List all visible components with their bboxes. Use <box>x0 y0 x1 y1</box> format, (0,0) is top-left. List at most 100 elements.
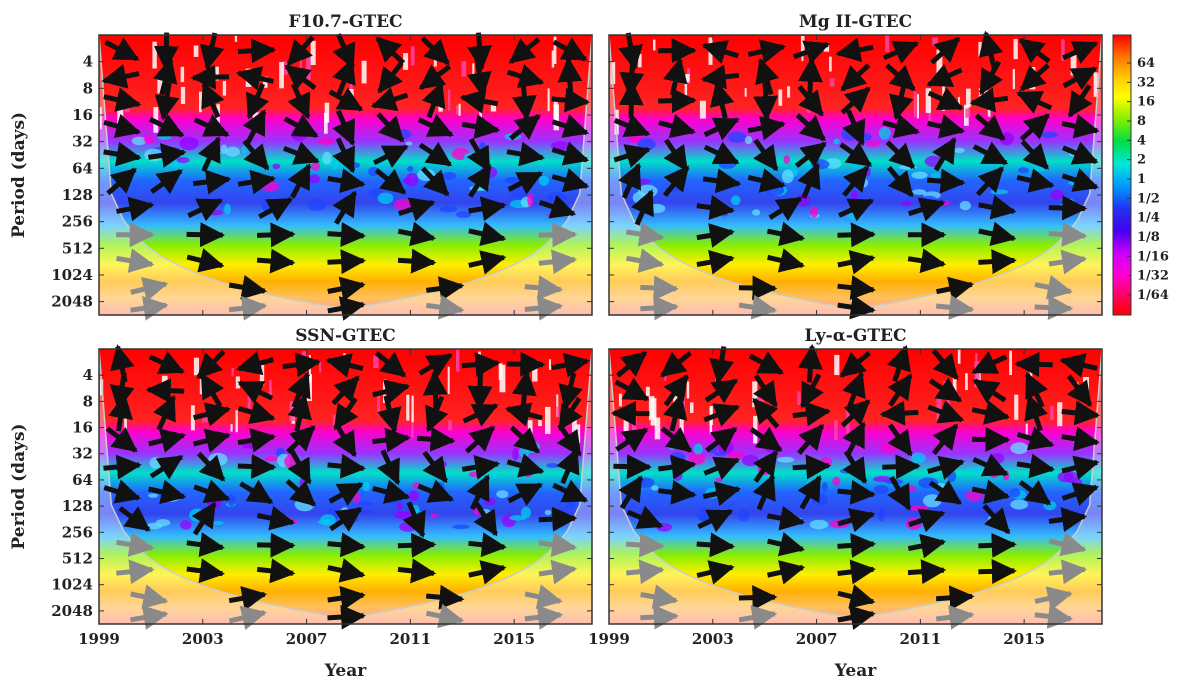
speckle <box>317 138 335 145</box>
phase-arrow <box>257 545 293 546</box>
noise-streak <box>700 101 706 119</box>
phase-arrow <box>838 544 874 547</box>
y-tick-label: 32 <box>72 133 93 151</box>
noise-streak <box>528 420 533 439</box>
speckle <box>968 467 988 473</box>
speckle <box>731 195 741 205</box>
phase-arrow <box>793 466 829 468</box>
phase-arrow <box>328 234 364 236</box>
speckle <box>990 453 1004 464</box>
y-tick-label: 128 <box>62 186 93 204</box>
x-tick-label: 2011 <box>389 630 431 648</box>
phase-arrow <box>640 287 676 288</box>
speckle <box>923 494 941 507</box>
colorbar-tick-label: 8 <box>1137 114 1146 129</box>
speckle <box>833 139 840 145</box>
colorbar-tick-label: 64 <box>1137 56 1155 71</box>
speckle <box>464 153 474 163</box>
speckle <box>484 498 496 505</box>
speckle <box>738 509 749 521</box>
noise-streak <box>709 38 713 65</box>
speckle <box>439 206 457 212</box>
phase-arrow <box>972 439 1008 440</box>
phase-arrow <box>187 234 223 235</box>
phase-arrow <box>838 491 874 494</box>
speckle <box>745 136 752 144</box>
speckle <box>403 178 411 184</box>
phase-arrow <box>626 570 662 573</box>
noise-streak <box>232 368 234 377</box>
noise-streak <box>619 394 622 407</box>
y-tick-label: 1024 <box>51 266 93 284</box>
noise-streak <box>324 113 328 134</box>
x-tick-label: 1999 <box>78 630 120 648</box>
noise-streak <box>653 40 656 51</box>
phase-arrow <box>539 234 575 235</box>
speckle <box>481 474 499 479</box>
panel-1: F10.7-GTEC4816326412825651210242048Perio… <box>9 12 592 315</box>
x-tick-label: 2007 <box>796 630 838 648</box>
speckle <box>545 510 552 515</box>
y-tick-label: 4 <box>83 366 93 384</box>
speckle <box>148 494 158 498</box>
noise-streak <box>412 396 414 422</box>
speckle <box>874 485 889 495</box>
speckle <box>782 170 794 184</box>
phase-arrow <box>398 545 434 546</box>
phase-arrow <box>257 234 293 235</box>
phase-arrow <box>1049 234 1085 237</box>
panel-title: Mg II-GTEC <box>799 12 912 32</box>
speckle <box>509 515 526 520</box>
phase-arrow <box>739 288 775 289</box>
noise-streak <box>459 104 461 116</box>
speckle <box>1050 190 1064 200</box>
speckle <box>224 204 231 215</box>
noise-streak <box>279 62 284 88</box>
speckle <box>547 213 558 218</box>
speckle <box>331 159 338 169</box>
phase-arrow <box>613 466 649 467</box>
noise-streak <box>797 392 800 405</box>
phase-arrow <box>193 77 229 78</box>
noise-streak <box>965 109 970 118</box>
speckle <box>910 505 929 511</box>
phase-arrow <box>552 99 588 102</box>
noise-streak <box>549 359 551 370</box>
speckle <box>394 511 413 519</box>
y-tick-label: 512 <box>62 239 93 257</box>
speckle <box>810 206 818 217</box>
phase-arrow <box>1035 307 1071 309</box>
speckle <box>960 201 971 210</box>
phase-arrow <box>238 466 274 467</box>
noise-streak <box>1014 39 1018 59</box>
speckle <box>777 457 794 463</box>
speckle <box>431 513 438 518</box>
noise-streak <box>1083 377 1089 393</box>
speckle <box>179 137 198 151</box>
noise-streak <box>834 420 838 440</box>
phase-arrow <box>525 287 561 290</box>
speckle <box>742 455 759 466</box>
speckle <box>670 452 686 464</box>
phase-arrow <box>525 306 561 310</box>
speckle <box>546 463 558 468</box>
panel-title: Ly-α-GTEC <box>804 326 906 346</box>
noise-streak <box>1013 69 1015 89</box>
noise-streak <box>686 74 690 82</box>
noise-streak <box>787 86 790 97</box>
speckle <box>752 209 760 215</box>
noise-streak <box>362 61 367 84</box>
speckle <box>673 471 683 481</box>
speckle <box>1058 472 1074 483</box>
speckle <box>879 127 891 140</box>
speckle <box>512 448 519 461</box>
speckle <box>307 199 326 211</box>
phase-arrow <box>631 83 632 119</box>
phase-arrow <box>882 466 918 467</box>
phase-arrow <box>328 616 364 618</box>
speckle <box>878 507 885 521</box>
y-tick-label: 256 <box>62 523 93 541</box>
noise-streak <box>917 94 919 118</box>
